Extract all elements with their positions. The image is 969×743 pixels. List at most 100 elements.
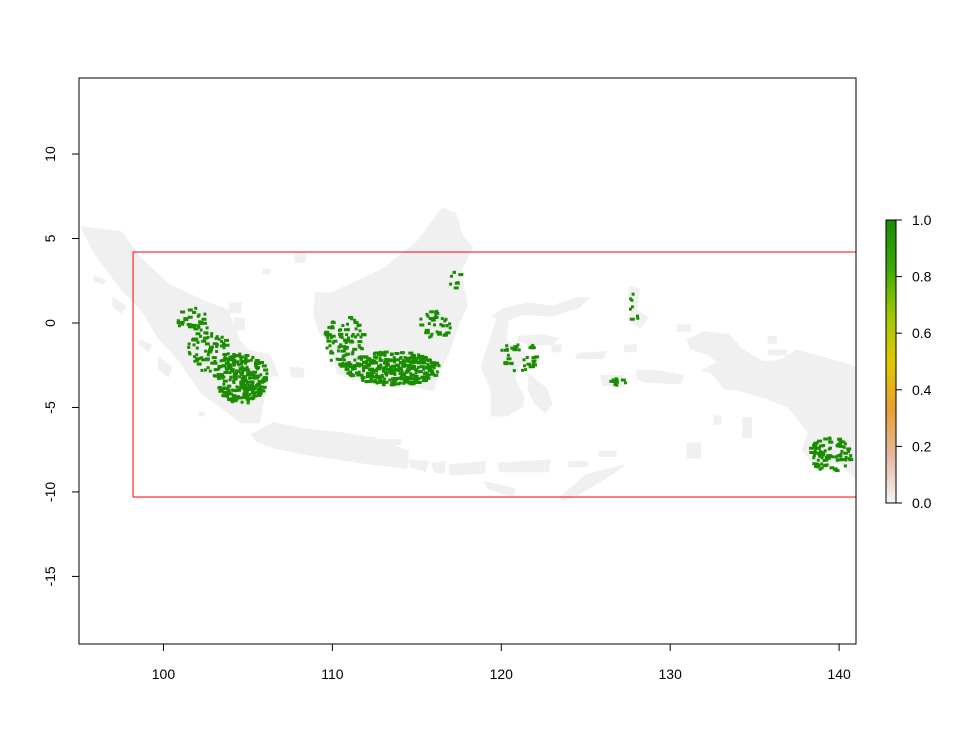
probability-cell <box>413 379 419 382</box>
probability-cell <box>354 327 358 331</box>
probability-cell <box>393 381 397 385</box>
probability-cell <box>343 338 348 342</box>
probability-cell <box>212 361 218 365</box>
probability-cell <box>256 393 262 397</box>
y-tick-label: -15 <box>42 566 58 586</box>
probability-cell <box>355 371 358 375</box>
probability-cell <box>825 458 829 462</box>
probability-cell <box>343 345 347 348</box>
probability-cell <box>261 385 265 389</box>
probability-cell <box>442 324 446 328</box>
probability-cell <box>204 349 208 353</box>
probability-cell <box>453 286 459 290</box>
probability-cell <box>351 352 355 356</box>
probability-cell <box>433 362 437 366</box>
probability-cell <box>206 366 210 370</box>
probability-cell <box>196 340 200 344</box>
probability-cell <box>828 440 832 444</box>
probability-cell <box>226 352 230 356</box>
probability-cell <box>500 348 504 352</box>
probability-cell <box>417 353 421 357</box>
probability-cell <box>397 376 401 380</box>
probability-cell <box>449 282 453 286</box>
probability-cell <box>231 355 235 359</box>
probability-cell <box>239 383 245 387</box>
probability-cell <box>195 353 199 357</box>
legend-colorbar <box>885 219 897 504</box>
probability-cell <box>394 364 398 368</box>
probability-cell <box>450 274 453 278</box>
probability-cell <box>375 381 379 385</box>
probability-cell <box>245 389 249 393</box>
probability-cell <box>222 375 226 379</box>
probability-cell <box>378 378 382 382</box>
probability-cell <box>248 392 252 396</box>
probability-cell <box>191 323 197 327</box>
probability-cell <box>244 395 250 398</box>
probability-cell <box>249 358 253 362</box>
y-tick-label: 0 <box>42 319 58 327</box>
probability-cell <box>251 397 255 401</box>
probability-cell <box>349 370 353 374</box>
probability-cell <box>404 370 410 374</box>
probability-cell <box>375 373 379 377</box>
probability-cell <box>328 333 332 337</box>
probability-cell <box>213 374 219 378</box>
probability-cell <box>828 437 832 441</box>
probability-cell <box>199 334 203 338</box>
probability-cell <box>424 365 430 369</box>
probability-cell <box>432 366 436 370</box>
probability-cell <box>255 366 260 369</box>
probability-cell <box>344 341 348 345</box>
x-tick-label: 100 <box>152 666 176 682</box>
probability-cell <box>413 360 419 364</box>
probability-cell <box>232 373 238 377</box>
probability-cell <box>429 364 433 368</box>
probability-cell <box>408 359 412 363</box>
probability-cell <box>835 458 839 462</box>
probability-cell <box>373 369 379 373</box>
probability-cell <box>816 458 820 462</box>
probability-cell <box>378 353 384 357</box>
probability-cell <box>414 376 418 380</box>
x-tick-label: 140 <box>827 666 851 682</box>
probability-cell <box>813 451 819 455</box>
probability-cell <box>445 331 451 335</box>
probability-cell <box>195 357 201 361</box>
land-belitung <box>289 366 305 378</box>
probability-cell <box>214 336 218 340</box>
probability-cell <box>829 446 832 450</box>
probability-cell <box>408 351 414 355</box>
probability-cell <box>837 458 843 462</box>
probability-cell <box>838 440 844 444</box>
probability-cell <box>356 373 362 377</box>
probability-cell <box>410 366 414 370</box>
probability-cell <box>424 328 430 332</box>
probability-cell <box>241 386 245 389</box>
probability-cell <box>342 362 348 366</box>
probability-cell <box>427 322 431 326</box>
probability-cell <box>227 390 231 394</box>
probability-cell <box>433 316 439 319</box>
probability-cell <box>217 377 221 381</box>
probability-cell <box>347 361 351 365</box>
probability-cell <box>327 325 333 329</box>
probability-cell <box>222 353 228 356</box>
probability-cell <box>227 388 231 392</box>
probability-cell <box>838 444 844 448</box>
probability-cell <box>837 437 843 441</box>
probability-cell <box>234 399 238 403</box>
y-tick-label: -5 <box>42 401 58 414</box>
probability-cell <box>409 373 413 377</box>
probability-cell <box>257 391 261 395</box>
probability-cell <box>228 371 232 375</box>
land-sulawesi-body <box>480 315 531 417</box>
probability-cell <box>341 361 345 365</box>
probability-cell <box>378 356 382 360</box>
probability-cell <box>329 358 333 362</box>
x-axis: 100 110 120 130 140 <box>152 644 851 682</box>
probability-cell <box>395 382 401 386</box>
probability-cell <box>437 332 441 335</box>
probability-cell <box>341 355 345 359</box>
